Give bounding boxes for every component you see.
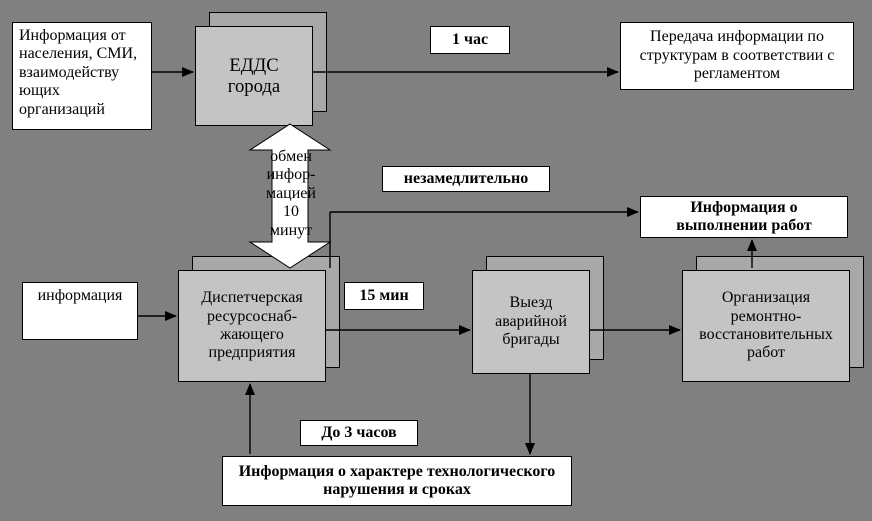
exchange_label-node: обмен инфор-мацией 10 минут bbox=[260, 148, 322, 240]
dispatcher-label: Диспетчерская ресурсоснаб-жающего предпр… bbox=[185, 289, 319, 363]
info_sources-label: Информация от населения, СМИ, взаимодейс… bbox=[19, 27, 145, 119]
fifteen_min-node: 15 мин bbox=[344, 282, 424, 310]
information-label: информация bbox=[38, 287, 123, 305]
one_hour-node: 1 час bbox=[430, 26, 510, 54]
immediate-label: незамедлительно bbox=[404, 170, 528, 188]
upto3h-node: До 3 часов bbox=[300, 420, 418, 446]
repairs-label: Организация ремонтно-восстановительных р… bbox=[689, 289, 843, 363]
work_info-node: Информация о выполнении работ bbox=[640, 196, 848, 238]
one_hour-label: 1 час bbox=[452, 31, 488, 49]
flowchart-canvas: Информация от населения, СМИ, взаимодейс… bbox=[0, 0, 872, 521]
dispatcher-node: Диспетчерская ресурсоснаб-жающего предпр… bbox=[178, 270, 326, 382]
information-node: информация bbox=[22, 282, 138, 340]
edds-label: ЕДДС города bbox=[202, 55, 306, 98]
work_info-label: Информация о выполнении работ bbox=[647, 199, 841, 236]
upto3h-label: До 3 часов bbox=[321, 424, 396, 442]
brigade-node: Выезд аварийной бригады bbox=[472, 270, 590, 374]
failure_info-node: Информация о характере технологического … bbox=[222, 456, 572, 506]
immediate-node: незамедлительно bbox=[382, 166, 550, 192]
transfer_info-label: Передача информации по структурам в соот… bbox=[627, 28, 847, 83]
brigade-label: Выезд аварийной бригады bbox=[479, 294, 583, 349]
info_sources-node: Информация от населения, СМИ, взаимодейс… bbox=[12, 22, 152, 130]
exchange_label-label: обмен инфор-мацией 10 минут bbox=[266, 148, 316, 240]
fifteen_min-label: 15 мин bbox=[359, 287, 408, 305]
edds-node: ЕДДС города bbox=[195, 26, 313, 126]
transfer_info-node: Передача информации по структурам в соот… bbox=[620, 22, 854, 90]
failure_info-label: Информация о характере технологического … bbox=[229, 463, 565, 500]
repairs-node: Организация ремонтно-восстановительных р… bbox=[682, 270, 850, 382]
